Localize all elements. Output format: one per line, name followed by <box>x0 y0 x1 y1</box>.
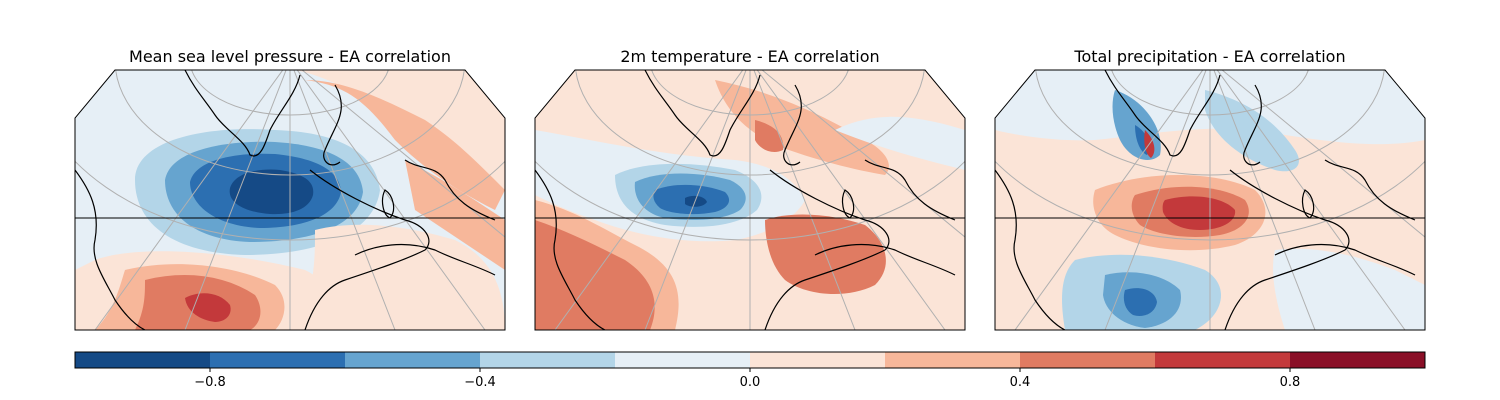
colorbar-segment <box>885 352 1020 368</box>
map-frame-mslp <box>74 69 506 331</box>
colorbar-tick-label: −0.8 <box>194 375 226 390</box>
colorbar-ticks: −0.8 −0.4 0.0 0.4 0.8 <box>194 368 1300 390</box>
coastline-tp <box>995 70 1416 330</box>
map-frame-t2m <box>534 69 966 331</box>
colorbar-segment <box>210 352 345 368</box>
colorbar-tick-label: 0.4 <box>1010 375 1031 390</box>
panel-title-mslp: Mean sea level pressure - EA correlation <box>129 47 451 66</box>
gridlines-tp <box>995 70 1425 330</box>
field-mslp <box>75 70 505 330</box>
colorbar-tick-label: −0.4 <box>464 375 496 390</box>
colorbar: −0.8 −0.4 0.0 0.4 0.8 <box>74 351 1426 390</box>
colorbar-segment <box>75 352 210 368</box>
gridlines-t2m <box>535 70 965 330</box>
map-frame-tp <box>994 69 1426 331</box>
colorbar-segment <box>1290 352 1425 368</box>
panel-title-t2m: 2m temperature - EA correlation <box>620 47 879 66</box>
colorbar-tick-label: 0.8 <box>1280 375 1301 390</box>
colorbar-segment <box>345 352 480 368</box>
panel-title-tp: Total precipitation - EA correlation <box>1073 47 1345 66</box>
colorbar-segment <box>750 352 885 368</box>
colorbar-segments <box>75 352 1425 368</box>
gridlines-mslp <box>75 70 505 330</box>
coastline-t2m <box>535 70 956 330</box>
colorbar-segment <box>1155 352 1290 368</box>
colorbar-segment <box>1020 352 1155 368</box>
colorbar-tick-label: 0.0 <box>740 375 761 390</box>
panel-mslp: Mean sea level pressure - EA correlation <box>74 47 506 331</box>
coastline-mslp <box>75 70 496 330</box>
panel-t2m: 2m temperature - EA correlation <box>534 47 966 331</box>
colorbar-segment <box>480 352 615 368</box>
panel-tp: Total precipitation - EA correlation <box>994 47 1426 331</box>
colorbar-segment <box>615 352 750 368</box>
